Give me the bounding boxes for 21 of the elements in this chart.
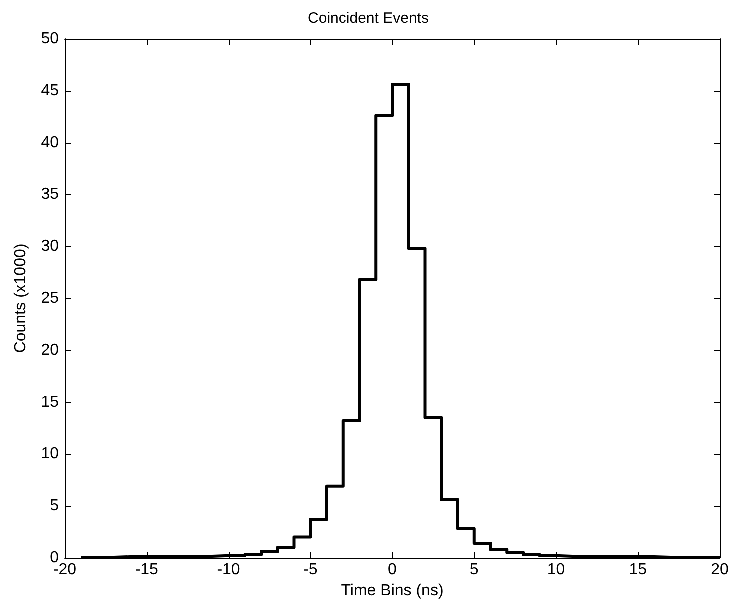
y-tick-label: 45	[41, 82, 60, 100]
y-tick-label: 10	[41, 446, 60, 463]
x-tick-label: 0	[388, 562, 398, 578]
y-tick-label: 40	[41, 134, 60, 152]
x-tick-label: -5	[304, 562, 318, 578]
y-tick-label: 20	[41, 342, 60, 359]
y-tick-label: 5	[50, 498, 60, 515]
y-tick-label: 15	[41, 394, 60, 411]
x-tick-label: 20	[711, 562, 729, 578]
y-tick-label: 30	[41, 238, 60, 256]
chart-title: Coincident Events	[308, 10, 429, 27]
x-tick-label: -15	[135, 562, 159, 578]
y-axis-title: Counts (x1000)	[12, 244, 30, 354]
y-tick-label: 35	[41, 186, 60, 204]
x-tick-label: -10	[217, 562, 240, 578]
x-tick-label: 15	[629, 562, 648, 578]
x-tick-label: 10	[547, 562, 566, 578]
x-axis-title: Time Bins (ns)	[341, 582, 444, 600]
y-tick-label: 25	[41, 290, 60, 307]
y-tick-label: 50	[41, 30, 60, 48]
x-tick-label: 5	[470, 562, 479, 578]
